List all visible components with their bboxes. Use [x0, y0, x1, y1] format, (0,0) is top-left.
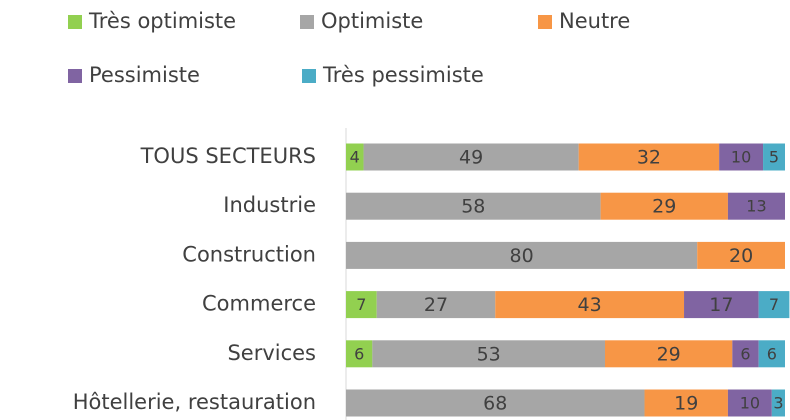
bar-segment: [758, 340, 785, 368]
bar-segment: [697, 241, 785, 269]
legend-label: Très optimiste: [88, 9, 236, 33]
legend-label: Très pessimiste: [322, 63, 484, 87]
bar-segment: [578, 143, 720, 171]
y-tick-label: Services: [227, 341, 316, 365]
data-label: 13: [746, 197, 766, 216]
data-label: 6: [354, 344, 364, 363]
bar-segment: [605, 340, 733, 368]
y-tick-label: Industrie: [223, 193, 316, 217]
data-label: 29: [652, 196, 676, 218]
data-label: 7: [356, 295, 366, 314]
y-tick-label: Commerce: [202, 292, 316, 316]
legend-label: Pessimiste: [89, 63, 200, 87]
data-label: 43: [578, 294, 602, 316]
bar-segment: [727, 192, 785, 220]
bar-segment: [346, 241, 698, 269]
data-label: 58: [461, 196, 485, 218]
data-label: 5: [769, 148, 779, 167]
data-label: 80: [510, 245, 534, 267]
data-label: 17: [709, 294, 733, 316]
data-label: 3: [773, 394, 783, 413]
legend-label: Neutre: [559, 9, 630, 33]
y-tick-label: TOUS SECTEURS: [140, 144, 316, 168]
data-label: 4: [350, 148, 360, 167]
data-label: 29: [657, 343, 681, 365]
bar-segment: [376, 291, 496, 319]
y-tick-label: Hôtellerie, restauration: [73, 390, 316, 414]
bar-segment: [346, 340, 373, 368]
data-label: 53: [477, 343, 501, 365]
data-label: 10: [731, 148, 751, 167]
data-label: 49: [459, 147, 483, 169]
bar-segment: [684, 291, 759, 319]
bar-segment: [346, 192, 601, 220]
bar-segment: [372, 340, 606, 368]
bar-segment: [644, 389, 728, 417]
legend-swatch: [300, 15, 314, 29]
bar-segment: [363, 143, 579, 171]
bar-segment: [346, 143, 364, 171]
bar-segment: [346, 389, 645, 417]
bar-segment: [495, 291, 685, 319]
bar-segment: [758, 291, 790, 319]
bar-segment: [346, 291, 377, 319]
data-label: 20: [729, 245, 753, 267]
data-label: 27: [424, 294, 448, 316]
bar-segment: [763, 143, 785, 171]
legend-swatch: [68, 15, 82, 29]
bar-segment: [600, 192, 728, 220]
data-label: 10: [740, 394, 760, 413]
legend-label: Optimiste: [321, 9, 423, 33]
legend-swatch: [538, 15, 552, 29]
legend-swatch: [68, 69, 82, 83]
data-label: 7: [769, 295, 779, 314]
data-label: 6: [740, 344, 750, 363]
bar-segment: [732, 340, 759, 368]
y-tick-label: Construction: [182, 242, 316, 266]
data-label: 32: [637, 147, 661, 169]
bar-segment: [719, 143, 764, 171]
data-label: 19: [674, 393, 698, 415]
bar-segment: [771, 389, 785, 417]
data-label: 6: [767, 344, 777, 363]
legend-swatch: [302, 69, 316, 83]
bar-segment: [727, 389, 772, 417]
data-label: 68: [483, 393, 507, 415]
